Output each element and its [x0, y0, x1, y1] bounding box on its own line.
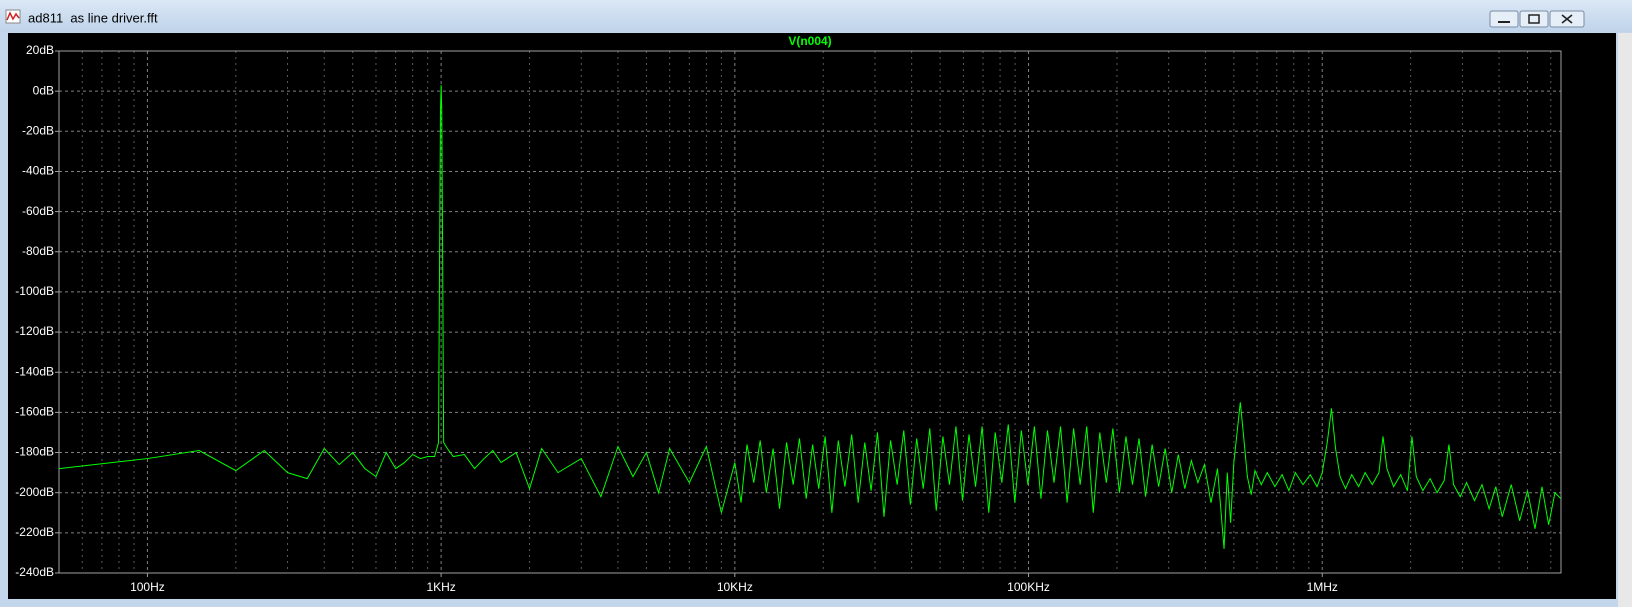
minimize-button[interactable] [1489, 10, 1519, 28]
y-tick-label: -60dB [22, 204, 54, 218]
window-buttons [1489, 10, 1585, 28]
plot: 20dB 0dB -20dB -40dB -60dB -80dB -100dB -120dB -… [15, 34, 1562, 594]
restore-button[interactable] [1519, 10, 1549, 28]
y-tick-label: -20dB [22, 123, 54, 137]
y-tick-label: -220dB [15, 525, 54, 539]
axes-frame [58, 50, 1562, 574]
trace [59, 85, 1561, 549]
x-tick-label: 100Hz [130, 580, 165, 594]
plot-pane [8, 33, 1616, 599]
y-tick-label: -80dB [22, 244, 54, 258]
x-tick-label: 1KHz [426, 580, 455, 594]
y-tick-label: -40dB [22, 164, 54, 178]
y-tick-label: -100dB [15, 284, 54, 298]
x-tick-label: 1MHz [1307, 580, 1338, 594]
title-bar [0, 0, 1632, 32]
x-tick-label: 100KHz [1007, 580, 1050, 594]
y-tick-label: 20dB [26, 43, 54, 57]
y-tick-label: -240dB [15, 565, 54, 579]
y-tick-label: -200dB [15, 485, 54, 499]
window-title: ad811 as line driver.fft [28, 10, 158, 25]
side-strip [1618, 33, 1632, 607]
y-tick-label: -120dB [15, 324, 54, 338]
y-tick-label: 0dB [33, 83, 54, 97]
y-tick-label: -140dB [15, 364, 54, 378]
y-tick-label: -180dB [15, 445, 54, 459]
x-tick-label: 10KHz [717, 580, 753, 594]
trace-name: V(n004) [788, 34, 831, 48]
app-icon [5, 9, 21, 24]
y-tick-label: -160dB [15, 405, 54, 419]
